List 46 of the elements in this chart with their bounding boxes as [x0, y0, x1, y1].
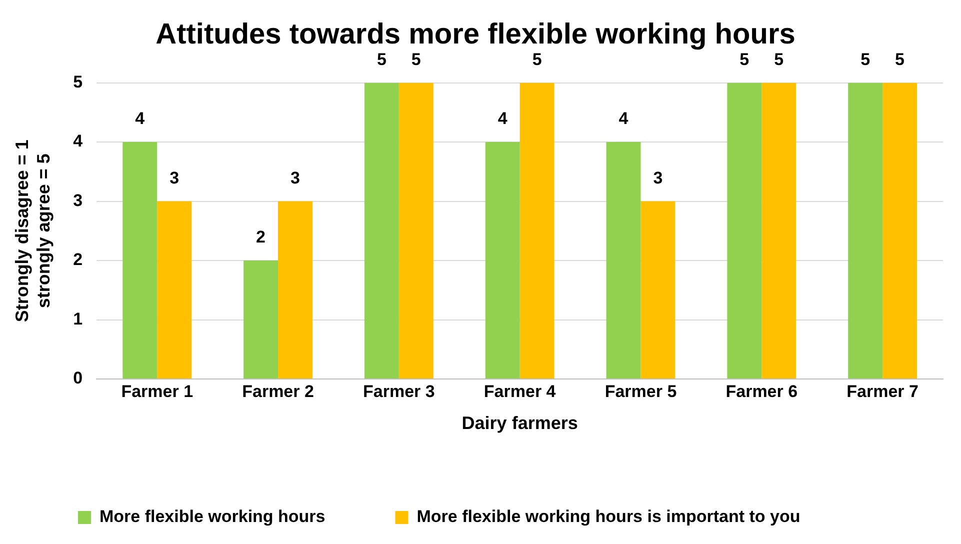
bar [520, 82, 554, 378]
bar [762, 82, 796, 378]
data-label: 5 [860, 50, 870, 69]
bar [848, 82, 883, 378]
bar [485, 142, 520, 378]
x-tick-label: Farmer 4 [484, 382, 556, 401]
x-tick-label: Farmer 5 [604, 382, 677, 401]
data-label: 5 [740, 50, 750, 69]
y-axis-title: Strongly disagree = 1 strongly agree = 5 [12, 140, 54, 322]
data-label: 5 [376, 50, 386, 69]
data-label: 5 [774, 50, 784, 69]
data-label: 5 [532, 50, 542, 69]
x-tick-label: Farmer 1 [121, 382, 194, 401]
x-tick-label: Farmer 7 [846, 382, 918, 401]
legend-label: More flexible working hours [100, 507, 326, 526]
data-label: 2 [256, 228, 266, 247]
data-label: 3 [170, 168, 180, 188]
y-tick-label: 2 [73, 250, 83, 270]
data-label: 5 [895, 50, 905, 69]
bar [398, 82, 434, 378]
bar [122, 142, 158, 378]
x-tick-label: Farmer 2 [242, 382, 314, 401]
chart-title: Attitudes towards more flexible working hours [156, 18, 796, 50]
y-tick-label: 5 [73, 72, 83, 92]
y-tick-label: 4 [73, 132, 84, 151]
data-label: 3 [290, 168, 300, 188]
y-tick-label: 1 [73, 309, 83, 328]
y-tick-label: 0 [73, 368, 83, 388]
legend-label: More flexible working hours is important to you [416, 507, 800, 526]
bar [882, 82, 918, 378]
x-tick-label: Farmer 3 [363, 382, 435, 401]
data-label: 5 [411, 50, 421, 69]
data-label: 4 [618, 109, 629, 128]
data-label: 4 [498, 109, 508, 128]
bar [244, 260, 278, 378]
bar [278, 201, 312, 378]
bar [727, 82, 762, 378]
x-axis-title: Dairy farmers [462, 413, 578, 434]
x-tick-label: Farmer 6 [726, 382, 798, 401]
bar [640, 201, 676, 378]
bar [364, 82, 399, 378]
data-label: 4 [135, 109, 146, 128]
y-tick-label: 3 [73, 190, 83, 210]
data-label: 3 [653, 168, 663, 188]
bar [606, 142, 641, 378]
bar [157, 201, 192, 378]
